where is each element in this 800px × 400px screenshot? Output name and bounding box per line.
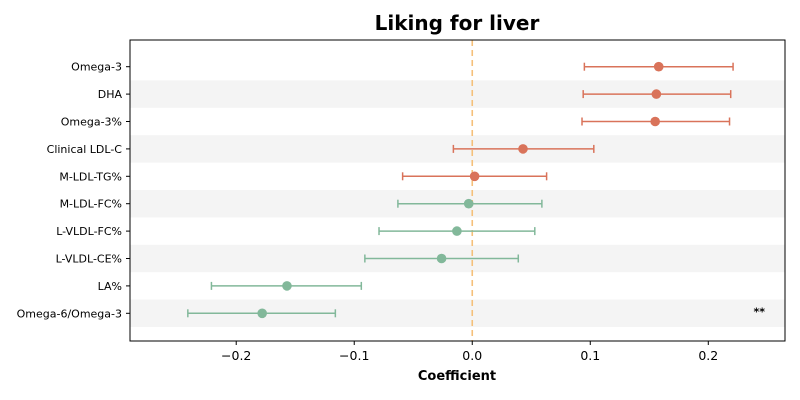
plot-frame	[129, 39, 786, 342]
estimate-point	[282, 281, 292, 291]
estimate-row: Clinical LDL-C	[47, 143, 595, 156]
estimate-point	[452, 226, 462, 236]
estimate-row: L-VLDL-FC%	[56, 225, 536, 238]
x-tick-label: −0.2	[221, 348, 251, 363]
x-tick-label: 0.2	[698, 348, 718, 363]
estimate-row: Omega-3	[71, 61, 734, 74]
estimate-point	[653, 61, 664, 72]
category-label: Omega-3%	[61, 116, 122, 129]
estimate-point	[518, 144, 528, 154]
estimate-row: Omega-6/Omega-3 **	[17, 305, 766, 320]
x-tick-label: −0.1	[339, 348, 369, 363]
category-label: LA%	[98, 280, 122, 293]
estimate-point	[651, 89, 662, 99]
category-label: Omega-3	[71, 61, 122, 74]
category-label: DHA	[98, 88, 123, 101]
x-axis: −0.2 −0.1 0.0 0.1 0.2	[221, 341, 718, 363]
chart-title: Liking for liver	[375, 11, 540, 35]
category-label: M-LDL-FC%	[60, 198, 122, 211]
significance-marker: **	[753, 305, 765, 318]
estimate-point	[463, 198, 474, 209]
estimate-row: LA%	[98, 280, 363, 293]
x-axis-label: Coefficient	[418, 369, 496, 384]
category-label: Omega-6/Omega-3	[17, 307, 122, 320]
estimate-row: DHA	[98, 88, 732, 101]
x-tick-label: 0.1	[580, 348, 600, 363]
estimate-point	[436, 253, 447, 264]
category-label: M-LDL-TG%	[59, 170, 122, 183]
estimate-row: L-VLDL-CE%	[56, 253, 520, 266]
estimate-row: M-LDL-FC%	[60, 198, 543, 211]
estimate-row: Omega-3%	[61, 116, 731, 129]
estimate-rows: Omega-3 DHA Omega-3% Clinical LDL-C M-LDL-TG…	[17, 61, 766, 321]
category-label: Clinical LDL-C	[47, 143, 123, 156]
estimate-point	[257, 308, 267, 319]
category-label: L-VLDL-CE%	[56, 253, 122, 266]
category-label: L-VLDL-FC%	[56, 225, 122, 238]
estimate-point	[650, 116, 660, 127]
x-tick-label: 0.0	[462, 348, 482, 363]
estimate-row: M-LDL-TG%	[59, 170, 548, 183]
estimate-point	[469, 171, 480, 182]
